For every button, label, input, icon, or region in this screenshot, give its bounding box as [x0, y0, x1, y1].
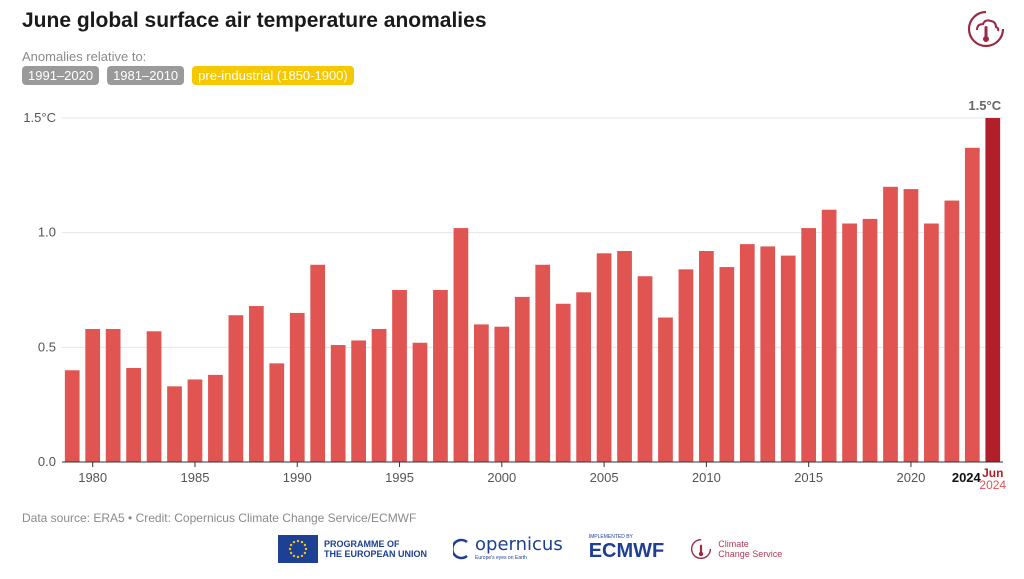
bar	[208, 374, 223, 462]
bar	[924, 223, 939, 462]
copernicus-logo: opernicus Europe's eyes on Earth	[453, 536, 563, 561]
bar	[514, 296, 530, 462]
temperature-anomaly-bar-chart: 0.0 0.5 1.0 1.5°C 1980 1985 1990 1995 2000 2005 20…	[23, 98, 1006, 492]
bar	[494, 326, 510, 462]
eu-flag-icon	[278, 534, 318, 563]
bar	[576, 292, 592, 462]
ecmwf-logo: IMPLEMENTED BY ECMWF	[589, 534, 665, 563]
bar	[146, 331, 162, 462]
bar	[842, 223, 857, 462]
bar	[760, 246, 776, 462]
climate-change-service-icon	[967, 10, 1005, 48]
bar	[351, 340, 366, 462]
bar	[310, 264, 326, 462]
bar-latest	[985, 118, 1001, 462]
bar	[289, 312, 305, 462]
bar	[801, 228, 817, 462]
copernicus-c-icon	[453, 538, 468, 559]
toggle-pre-industrial[interactable]: pre-industrial (1850-1900)	[192, 66, 354, 85]
implemented-by-text: IMPLEMENTED BY	[588, 534, 633, 540]
bar	[617, 251, 632, 462]
bar	[883, 186, 898, 463]
bar	[269, 363, 285, 462]
bar	[964, 147, 980, 462]
x-tick-label: 2015	[794, 470, 823, 485]
reference-period-toggles: 1991–2020 1981–2010 pre-industrial (1850…	[22, 66, 354, 85]
y-tick-label: 0.5	[38, 339, 56, 354]
bar	[330, 345, 346, 462]
bar	[719, 267, 735, 462]
eu-programme-text: PROGRAMME OF THE EUROPEAN UNION	[324, 538, 428, 559]
chart-title: June global surface air temperature anom…	[22, 9, 487, 32]
bar	[637, 276, 653, 462]
x-tick-label: 1980	[78, 470, 107, 485]
bar	[678, 269, 694, 462]
bar	[105, 328, 121, 462]
bar	[473, 324, 489, 462]
bar	[862, 218, 878, 462]
bar	[596, 253, 612, 462]
y-tick-label: 1.0	[38, 225, 56, 240]
bars	[64, 118, 1001, 463]
latest-value-label: 1.5°C	[968, 98, 1001, 113]
x-tick-label: 1990	[283, 470, 312, 485]
partner-logos: PROGRAMME OF THE EUROPEAN UNION opernicu…	[278, 534, 782, 563]
latest-month-label: Jun	[982, 466, 1003, 480]
bar	[453, 228, 469, 462]
bar	[658, 317, 673, 462]
x-tick-label: 1995	[385, 470, 414, 485]
y-tick-label: 0.0	[38, 454, 56, 469]
copernicus-tagline: Europe's eyes on Earth	[475, 555, 527, 561]
data-source-credit: Data source: ERA5 • Credit: Copernicus C…	[22, 511, 417, 525]
bar	[903, 189, 919, 462]
bar	[248, 306, 264, 462]
bar	[780, 255, 796, 462]
bar	[535, 264, 551, 462]
bar	[64, 370, 80, 462]
grid-lines	[62, 117, 1003, 348]
bar	[167, 386, 182, 462]
bar	[392, 290, 407, 462]
bar	[85, 328, 101, 462]
x-tick-label-highlight: 2024	[952, 470, 982, 485]
eu-programme-logo: PROGRAMME OF THE EUROPEAN UNION	[278, 534, 428, 563]
bar	[228, 315, 244, 462]
x-tick-label: 2020	[896, 470, 925, 485]
axes: 0.0 0.5 1.0 1.5°C 1980 1985 1990 1995 2000 2005 20…	[23, 98, 1006, 492]
bar	[944, 200, 960, 462]
c3s-text: Climate Change Service	[718, 538, 783, 559]
bar	[739, 244, 755, 462]
copernicus-wordmark: opernicus	[475, 534, 563, 555]
bar	[699, 251, 714, 462]
bar	[187, 379, 203, 462]
toggle-1991-2020[interactable]: 1991–2020	[22, 66, 100, 85]
bar	[821, 209, 837, 462]
x-tick-label: 2010	[692, 470, 721, 485]
bar	[126, 367, 141, 462]
x-tick-label: 2000	[487, 470, 516, 485]
y-tick-label: 1.5°C	[23, 110, 56, 125]
bar	[555, 303, 571, 462]
bar	[412, 342, 428, 462]
c3s-logo: Climate Change Service	[690, 538, 782, 560]
c3s-icon	[691, 538, 712, 559]
latest-year-label: 2024	[979, 478, 1006, 492]
x-tick-label: 1985	[181, 470, 210, 485]
anomaly-reference-label: Anomalies relative to:	[22, 49, 147, 64]
x-tick-label: 2005	[590, 470, 619, 485]
ecmwf-wordmark: ECMWF	[588, 540, 665, 562]
toggle-1981-2010[interactable]: 1981–2010	[107, 66, 185, 85]
bar	[371, 328, 387, 462]
bar	[433, 290, 448, 462]
